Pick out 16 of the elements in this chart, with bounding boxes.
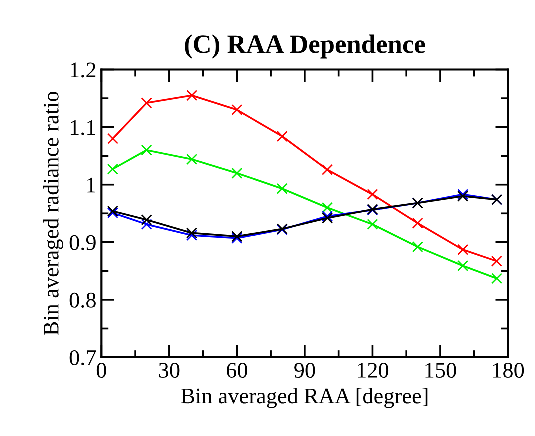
x-tick-label: 90 [294,363,316,378]
y-tick-label: 0.8 [70,292,96,308]
x-tick-label: 120 [358,363,389,378]
x-tick-label: 30 [159,363,180,378]
y-tick-label: 1.2 [70,62,96,78]
y-axis-title: Bin averaged radiance ratio [43,92,64,336]
x-tick-label: 0 [96,363,106,378]
x-tick-label: 180 [494,363,524,378]
y-tick-label: 1 [88,178,96,193]
x-tick-label: 60 [227,363,248,378]
y-tick-label: 0.7 [70,350,96,366]
y-tick-label: 0.9 [70,235,96,250]
chart-title: (C) RAA Dependence [185,34,426,59]
x-tick-label: 150 [426,363,456,378]
x-axis-title: Bin averaged RAA [degree] [181,388,428,408]
y-tick-label: 1.1 [70,120,96,136]
